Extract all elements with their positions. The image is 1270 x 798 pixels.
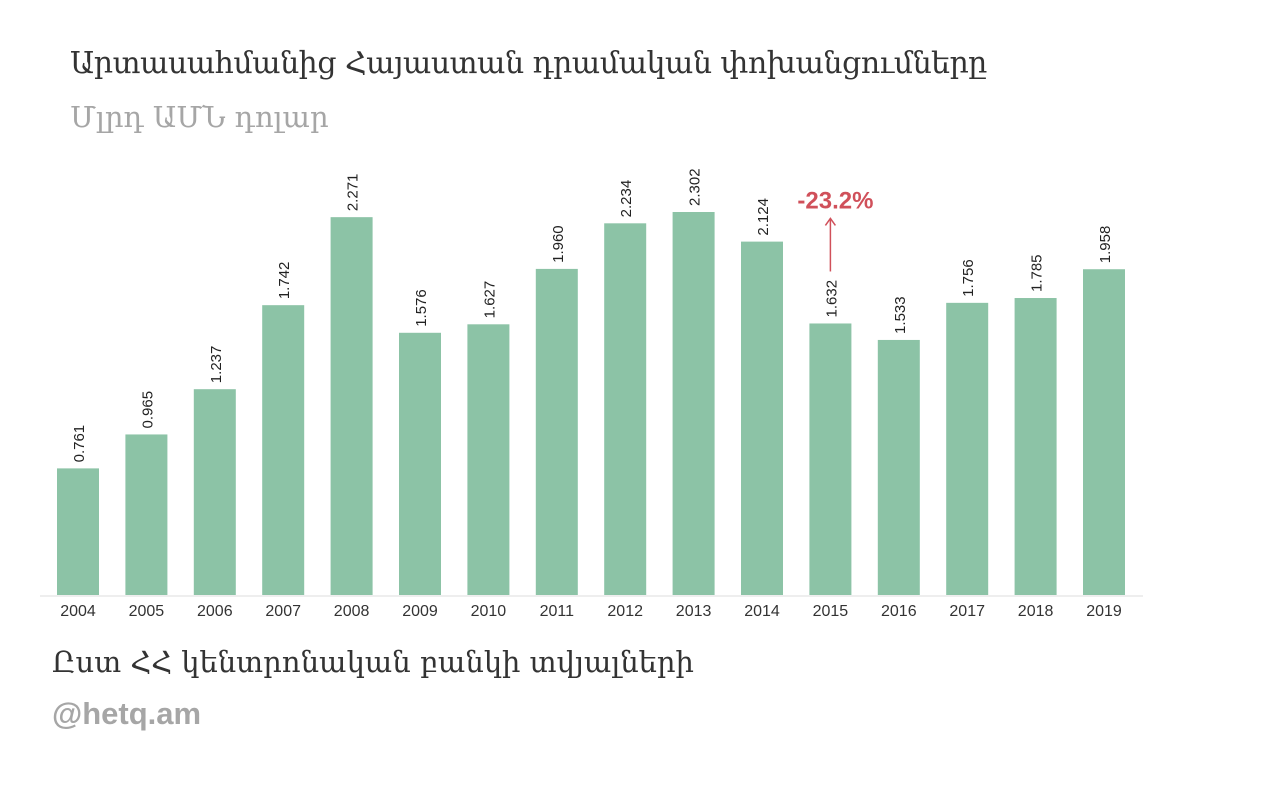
value-label-2010: 1.627 bbox=[481, 281, 498, 319]
bar-2019 bbox=[1083, 269, 1125, 595]
bar-chart: 0.761 2004 0.965 2005 1.237 2006 1.742 2007 2.27… bbox=[40, 168, 1143, 620]
value-label-2005: 0.965 bbox=[139, 391, 156, 429]
value-label-2019: 1.958 bbox=[1097, 226, 1114, 264]
tick-label-2015: 2015 bbox=[813, 603, 849, 620]
value-label-2006: 1.237 bbox=[208, 346, 225, 384]
tick-label-2012: 2012 bbox=[607, 603, 643, 620]
tick-label-2017: 2017 bbox=[949, 603, 985, 620]
bar-2017 bbox=[946, 302, 989, 595]
value-label-2013: 2.302 bbox=[687, 168, 704, 206]
chart-area: 0.761 2004 0.965 2005 1.237 2006 1.742 2007 2.27… bbox=[0, 150, 1270, 634]
tick-label-2014: 2014 bbox=[744, 603, 780, 620]
value-label-2011: 1.960 bbox=[550, 225, 567, 263]
chart-title: Արտասահմանից Հայաստան դրամական փոխանցում… bbox=[70, 46, 987, 81]
source-note: Ըստ ՀՀ կենտրոնական բանկի տվյալների bbox=[52, 645, 694, 679]
annotation-arrow-head bbox=[824, 217, 837, 226]
bar-2014 bbox=[741, 241, 783, 595]
bar-2006 bbox=[193, 389, 236, 595]
value-label-2016: 1.533 bbox=[892, 296, 909, 334]
value-label-2018: 1.785 bbox=[1029, 254, 1046, 292]
value-label-2015: 1.632 bbox=[823, 280, 840, 318]
tick-label-2018: 2018 bbox=[1018, 603, 1054, 620]
bar-2015 bbox=[809, 323, 852, 595]
tick-label-2004: 2004 bbox=[60, 603, 96, 620]
bar-2008 bbox=[330, 217, 373, 595]
tick-label-2009: 2009 bbox=[402, 603, 438, 620]
value-label-2017: 1.756 bbox=[960, 259, 977, 297]
tick-label-2007: 2007 bbox=[265, 603, 301, 620]
value-label-2008: 2.271 bbox=[345, 174, 362, 212]
tick-label-2010: 2010 bbox=[471, 603, 507, 620]
tick-label-2006: 2006 bbox=[197, 603, 233, 620]
bar-2012 bbox=[604, 223, 647, 595]
bar-2010 bbox=[467, 324, 510, 595]
tick-label-2019: 2019 bbox=[1086, 603, 1122, 620]
bar-2013 bbox=[672, 212, 715, 595]
bar-2005 bbox=[125, 434, 168, 595]
annotation-label: -23.2% bbox=[797, 187, 873, 214]
value-label-2009: 1.576 bbox=[413, 289, 430, 327]
tick-label-2013: 2013 bbox=[676, 603, 712, 620]
value-label-2012: 2.234 bbox=[618, 180, 635, 218]
chart-subtitle: Մլրդ ԱՄՆ դոլար bbox=[70, 100, 329, 134]
bar-2011 bbox=[535, 268, 578, 595]
tick-label-2005: 2005 bbox=[129, 603, 165, 620]
bar-2009 bbox=[399, 332, 441, 595]
value-label-2007: 1.742 bbox=[276, 262, 293, 300]
credit-handle: @hetq.am bbox=[52, 696, 202, 731]
bar-2016 bbox=[877, 339, 920, 595]
tick-label-2011: 2011 bbox=[540, 603, 575, 620]
value-label-2004: 0.761 bbox=[71, 425, 88, 463]
bar-2007 bbox=[262, 305, 305, 595]
tick-label-2008: 2008 bbox=[334, 603, 370, 620]
tick-label-2016: 2016 bbox=[881, 603, 917, 620]
bar-2004 bbox=[57, 468, 99, 595]
value-label-2014: 2.124 bbox=[755, 198, 772, 236]
bar-2018 bbox=[1014, 298, 1057, 595]
